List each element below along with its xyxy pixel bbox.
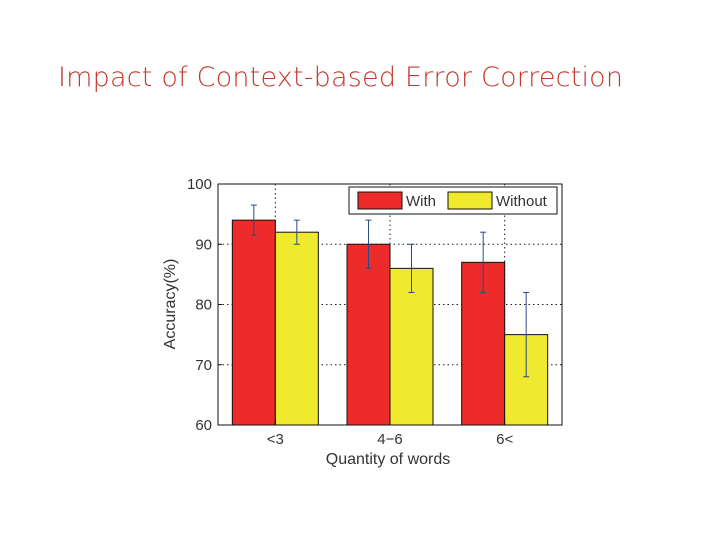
y-tick-label: 60 [195,417,212,434]
y-tick-label: 80 [195,297,212,314]
bar [346,243,391,426]
x-tick-label: <3 [267,431,284,448]
legend: With Without [348,186,558,215]
y-tick-label: 70 [195,357,212,374]
bar [504,334,549,426]
x-axis-label: Quantity of words [326,451,451,468]
bars [231,219,549,426]
error-bars [250,204,530,378]
y-tick-label: 100 [187,176,212,193]
y-tick-label: 90 [195,236,212,253]
bar [274,231,319,426]
x-tick-label: 6< [496,431,513,448]
y-axis-label: Accuracy(%) [162,259,179,350]
legend-swatch [357,191,403,210]
axes: 60 70 80 90 100 <3 4−6 6< [187,176,563,448]
legend-label: Without [496,193,548,210]
legend-label: With [406,193,436,210]
bar [231,219,276,426]
slide-title: Impact of Context-based Error Correction [58,62,624,93]
x-tick-label: 4−6 [377,431,402,448]
legend-swatch [447,191,493,210]
